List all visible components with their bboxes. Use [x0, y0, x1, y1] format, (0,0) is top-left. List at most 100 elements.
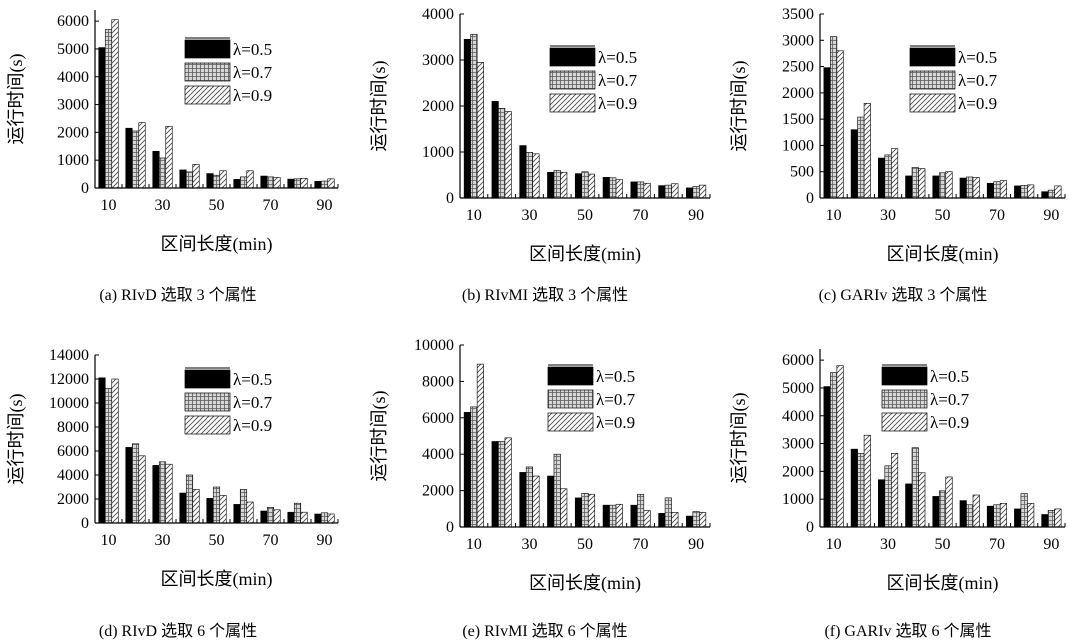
x-axis-title-b: 区间长度(min) — [529, 244, 641, 265]
bar-d-s1-20 — [131, 443, 140, 524]
bar-d-s2-50 — [219, 495, 227, 524]
bar-c-s0-70 — [986, 182, 994, 199]
chart-panel-e: 0 2000 4000 6000 8000 10000 10 30 50 70 90 区间长度(min… — [369, 337, 711, 640]
y-tick-label-b-1000: 1000 — [422, 144, 454, 161]
legend-swatch-e-s1 — [547, 389, 594, 409]
y-axis-title-d: 运行时间(s) — [6, 394, 27, 485]
x-tick-label-a-30: 30 — [155, 197, 171, 214]
bar-c-s2-20 — [863, 103, 871, 199]
bar-a-s0-90 — [314, 181, 322, 189]
bar-a-s2-20 — [138, 122, 146, 189]
bar-a-s2-50 — [219, 170, 227, 189]
bar-f-s0-20 — [850, 448, 858, 528]
bar-c-s0-60 — [959, 177, 967, 199]
legend-swatch-f-s2 — [881, 412, 928, 432]
bar-e-s0-20 — [491, 441, 499, 528]
bar-a-s1-60 — [239, 176, 248, 189]
bar-e-s2-40 — [560, 488, 568, 528]
bar-c-s1-20 — [857, 116, 865, 199]
x-tick-label-d-50: 50 — [209, 532, 225, 549]
caption-c: (c) GARIv 选取 3 个属性 — [819, 286, 988, 304]
bar-a-s2-90 — [327, 178, 335, 189]
bar-d-s2-90 — [327, 513, 335, 524]
bar-f-s2-90 — [1054, 508, 1062, 528]
bar-a-s1-50 — [212, 174, 221, 189]
bar-d-s2-80 — [300, 511, 308, 524]
y-tick-label-c-1500: 1500 — [782, 111, 814, 128]
y-tick-label-d-14000: 14000 — [49, 347, 89, 364]
bar-e-s1-10 — [470, 406, 478, 528]
x-tick-label-f-30: 30 — [880, 536, 896, 553]
bar-a-s1-40 — [185, 171, 194, 189]
y-tick-label-d-10000: 10000 — [49, 395, 89, 412]
x-axis-title-d: 区间长度(min) — [161, 569, 273, 590]
bar-a-s0-80 — [287, 178, 295, 189]
bar-e-s2-70 — [643, 510, 651, 528]
legend-label-e-s2: λ=0.9 — [596, 413, 635, 432]
legend-swatch-b-s0 — [549, 47, 596, 67]
x-tick-label-e-30: 30 — [521, 536, 537, 553]
bar-b-s2-80 — [671, 183, 679, 199]
bar-c-s2-10 — [836, 50, 844, 199]
bar-a-s1-90 — [320, 180, 329, 189]
bar-c-s0-30 — [878, 157, 886, 199]
y-tick-label-c-1000: 1000 — [782, 137, 814, 154]
bar-b-s0-10 — [463, 38, 471, 199]
legend-label-c-s1: λ=0.7 — [958, 71, 998, 90]
y-tick-label-d-6000: 6000 — [57, 443, 89, 460]
bar-c-s0-20 — [850, 129, 858, 199]
y-axis-title-a: 运行时间(s) — [6, 54, 27, 145]
bar-f-s2-50 — [945, 476, 953, 528]
bar-f-s1-10 — [830, 372, 838, 528]
y-axis-title-b: 运行时间(s) — [369, 61, 390, 152]
y-tick-label-d-0: 0 — [81, 515, 89, 532]
legend-b: λ=0.5 λ=0.7 λ=0.9 — [549, 45, 638, 113]
bar-d-s2-20 — [138, 455, 146, 524]
bar-f-s1-60 — [966, 504, 974, 528]
y-tick-label-d-4000: 4000 — [57, 467, 89, 484]
bar-e-s1-20 — [498, 441, 506, 528]
bar-c-s1-40 — [911, 167, 919, 199]
x-tick-label-f-90: 90 — [1043, 536, 1059, 553]
bar-b-s0-40 — [547, 171, 555, 199]
bar-e-s0-50 — [574, 497, 583, 528]
bar-f-s1-40 — [911, 447, 919, 528]
y-tick-label-b-2000: 2000 — [422, 98, 454, 115]
bar-b-s0-60 — [602, 177, 610, 199]
legend-e: λ=0.5 λ=0.7 λ=0.9 — [547, 364, 636, 432]
bar-e-s2-50 — [587, 493, 596, 528]
y-tick-label-e-8000: 8000 — [422, 373, 454, 390]
legend-label-b-s0: λ=0.5 — [598, 48, 637, 67]
y-tick-label-e-4000: 4000 — [422, 446, 454, 463]
bar-b-s0-90 — [686, 187, 694, 199]
legend-swatch-b-s2 — [549, 93, 596, 113]
bar-c-s1-10 — [830, 36, 838, 199]
legend-swatch-a-s1 — [184, 62, 231, 82]
bar-f-s0-10 — [823, 386, 831, 528]
chart-panel-d: 0 2000 4000 6000 8000 10000 12000 14000 10 30 50 70… — [6, 347, 339, 640]
x-tick-label-f-70: 70 — [989, 536, 1005, 553]
bar-e-s2-90 — [699, 512, 707, 528]
x-tick-label-d-90: 90 — [317, 532, 333, 549]
y-tick-label-f-6000: 6000 — [782, 352, 814, 369]
bar-b-s2-90 — [699, 184, 707, 199]
y-tick-label-e-6000: 6000 — [422, 410, 454, 427]
y-tick-label-d-12000: 12000 — [49, 371, 89, 388]
y-axis-title-f: 运行时间(s) — [729, 393, 750, 484]
chart-panel-c: 0 500 1000 1500 2000 2500 3000 3500 10 30 50 70 90 区间… — [729, 6, 1066, 304]
bar-c-s0-90 — [1041, 191, 1049, 199]
bar-c-s1-30 — [884, 154, 892, 199]
y-tick-label-a-6000: 6000 — [57, 13, 89, 30]
bar-b-s0-50 — [574, 173, 583, 199]
bar-f-s0-30 — [878, 479, 886, 528]
y-tick-label-a-5000: 5000 — [57, 41, 89, 58]
legend-swatch-c-s0 — [909, 47, 956, 67]
x-axis-title-a: 区间长度(min) — [161, 234, 273, 255]
legend-a: λ=0.5 λ=0.7 λ=0.9 — [184, 37, 273, 105]
legend-swatch-d-s0 — [184, 369, 231, 389]
bar-e-s0-90 — [686, 515, 694, 528]
bar-a-s0-60 — [233, 179, 241, 189]
bar-d-s0-20 — [125, 447, 133, 524]
x-tick-label-f-10: 10 — [826, 536, 842, 553]
x-tick-label-f-50: 50 — [935, 536, 951, 553]
